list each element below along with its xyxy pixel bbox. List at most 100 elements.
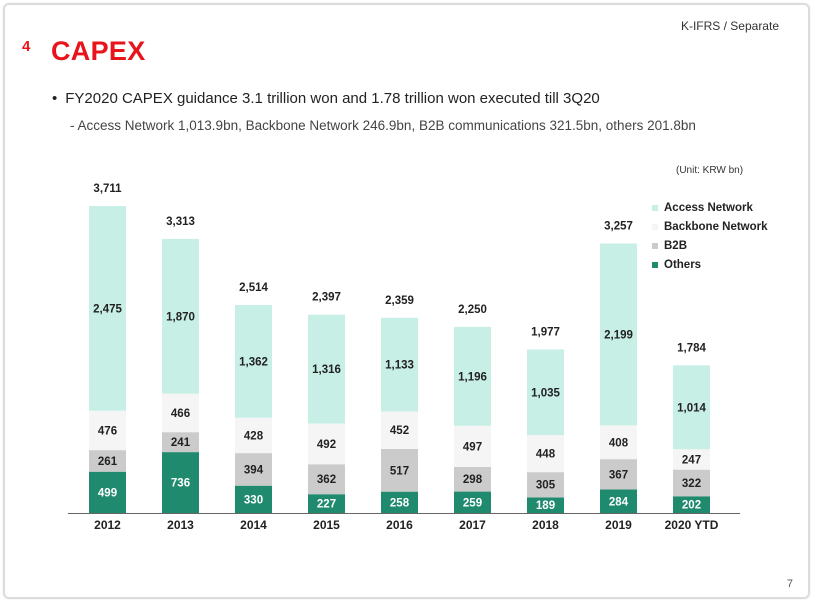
bar-segment-others [673, 496, 710, 513]
bar-segment-access-network [89, 206, 126, 411]
bar-segment-backbone-network [673, 449, 710, 470]
bar-total-label: 2,359 [385, 295, 414, 307]
bar-value-label: 298 [463, 474, 483, 486]
main-bullet-text: FY2020 CAPEX guidance 3.1 trillion won a… [65, 90, 600, 107]
bar-segment-backbone-network [454, 425, 491, 467]
bar-value-label: 330 [244, 494, 263, 506]
page-number: 7 [786, 578, 793, 590]
chart-legend: Access Network Backbone Network B2B Others [652, 198, 768, 274]
legend-label: Backbone Network [664, 220, 768, 233]
bar-value-label: 452 [390, 425, 409, 437]
bar-total-label: 3,313 [166, 216, 195, 228]
bar-value-label: 492 [317, 439, 336, 451]
bar-total-label: 1,977 [531, 326, 560, 338]
x-tick-label: 2017 [459, 518, 486, 532]
bar-total-label: 3,711 [93, 183, 122, 195]
bar-value-label: 736 [171, 478, 190, 490]
bar-value-label: 261 [98, 456, 118, 468]
bar-segment-others [600, 489, 637, 513]
bar-value-label: 259 [463, 497, 482, 509]
bar-value-label: 258 [390, 497, 410, 509]
x-tick-label: 2015 [313, 518, 340, 532]
bar-segment-backbone-network [527, 435, 564, 473]
bar-value-label: 2,475 [93, 303, 122, 315]
bar-value-label: 202 [682, 500, 701, 512]
bar-value-label: 305 [536, 480, 556, 492]
bar-segment-others [308, 494, 345, 513]
bar-segment-access-network [454, 326, 491, 426]
accounting-basis-label: K-IFRS / Separate [680, 19, 779, 33]
legend-label: B2B [664, 239, 688, 252]
bar-segment-b2b [162, 432, 199, 453]
bar-value-label: 394 [244, 464, 264, 476]
bar-segment-access-network [527, 349, 564, 436]
bar-value-label: 1,035 [531, 387, 560, 399]
bar-total-label: 1,784 [677, 342, 706, 354]
bar-value-label: 1,870 [166, 311, 195, 323]
bar-value-label: 322 [682, 478, 701, 490]
bar-segment-backbone-network [381, 411, 418, 449]
x-tick-label: 2018 [532, 518, 559, 532]
bar-segment-others [454, 491, 491, 513]
legend-item: Access Network [652, 198, 768, 217]
bar-value-label: 1,014 [677, 402, 706, 414]
bar-segment-backbone-network [89, 410, 126, 451]
bar-total-label: 2,397 [312, 292, 341, 304]
bar-segment-access-network [381, 317, 418, 412]
bar-segment-access-network [235, 305, 272, 418]
bar-value-label: 227 [317, 499, 336, 511]
x-tick-label: 2012 [94, 518, 121, 532]
bar-value-label: 499 [98, 487, 117, 499]
legend-swatch [652, 261, 658, 268]
x-tick-label: 2020 YTD [665, 518, 719, 532]
unit-note: (Unit: KRW bn) [676, 165, 744, 176]
main-bullet: • FY2020 CAPEX guidance 3.1 trillion won … [52, 90, 600, 107]
bar-value-label: 517 [390, 465, 409, 477]
bar-segment-b2b [308, 464, 345, 495]
bar-segment-b2b [235, 453, 272, 486]
bar-segment-backbone-network [308, 423, 345, 465]
legend-item: B2B [652, 236, 768, 255]
sub-bullet-text: - Access Network 1,013.9bn, Backbone Net… [70, 118, 696, 133]
x-tick-label: 2013 [167, 518, 194, 532]
bar-value-label: 448 [536, 449, 556, 461]
legend-item: Backbone Network [652, 217, 768, 236]
bar-segment-access-network [600, 243, 637, 426]
bar-segment-b2b [527, 472, 564, 498]
bar-segment-b2b [600, 459, 637, 490]
bar-segment-others [527, 497, 564, 513]
bar-segment-b2b [673, 469, 710, 497]
bar-total-label: 2,250 [458, 304, 487, 316]
bar-value-label: 1,133 [385, 360, 414, 372]
legend-item: Others [652, 255, 768, 274]
x-tick-label: 2014 [240, 518, 267, 532]
bar-segment-others [381, 491, 418, 513]
bar-value-label: 247 [682, 454, 701, 466]
bar-segment-backbone-network [600, 425, 637, 460]
bar-segment-others [162, 452, 199, 513]
page-title: CAPEX [51, 36, 146, 66]
bar-segment-others [235, 485, 272, 513]
bar-value-label: 189 [536, 500, 555, 512]
bar-value-label: 1,362 [239, 356, 268, 368]
section-number: 4 [22, 38, 31, 55]
x-tick-label: 2019 [605, 518, 632, 532]
legend-swatch [652, 242, 658, 249]
legend-swatch [652, 223, 658, 230]
bar-value-label: 2,199 [604, 329, 633, 341]
bar-value-label: 362 [317, 474, 336, 486]
bar-segment-b2b [454, 466, 491, 492]
bar-value-label: 1,316 [312, 364, 341, 376]
legend-label: Access Network [664, 201, 753, 214]
legend-swatch [652, 204, 658, 211]
bar-segment-access-network [308, 314, 345, 424]
bar-segment-others [89, 471, 126, 513]
bar-value-label: 284 [609, 496, 629, 508]
legend-label: Others [664, 258, 702, 271]
bar-value-label: 1,196 [458, 371, 487, 383]
bar-segment-backbone-network [162, 393, 199, 433]
bar-total-label: 3,257 [604, 220, 633, 232]
bar-value-label: 476 [98, 425, 117, 437]
bar-segment-b2b [89, 450, 126, 472]
